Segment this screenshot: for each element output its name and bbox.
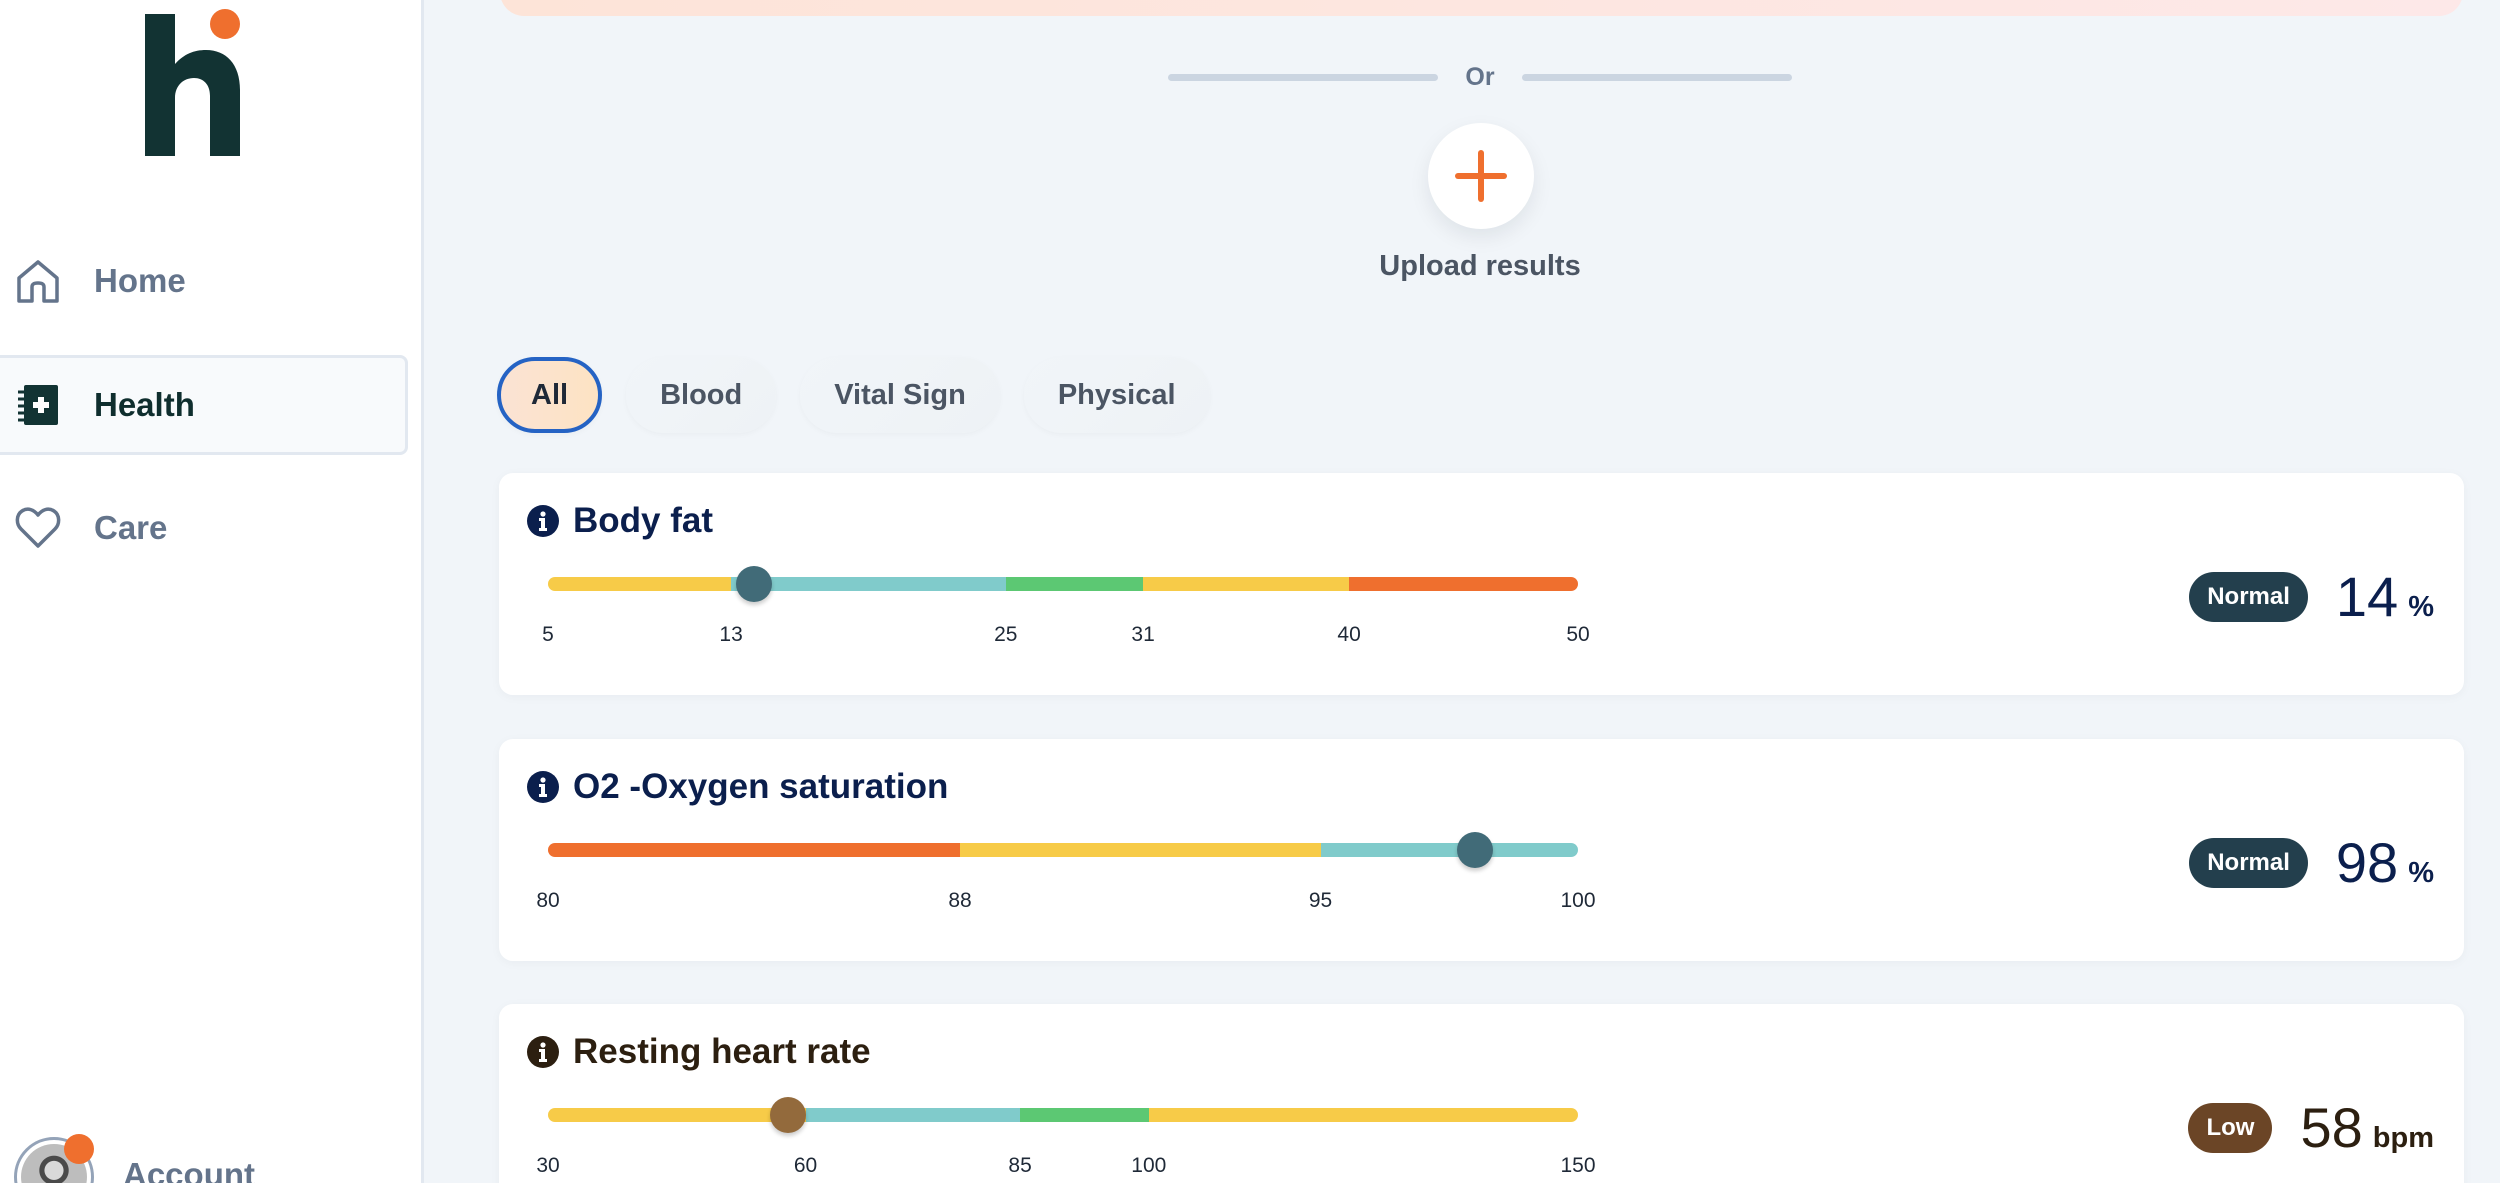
- range-segment: [1349, 577, 1578, 591]
- sidebar-item-health[interactable]: Health: [0, 355, 408, 455]
- metric-status: Low 58 bpm: [2188, 1100, 2434, 1156]
- range-ticks: 5 13 25 31 40 50: [542, 623, 1590, 647]
- range-segment: [1148, 1108, 1578, 1122]
- top-banner: [500, 0, 2463, 16]
- range-segment: [1143, 577, 1350, 591]
- metric-title-text: Body fat: [573, 501, 713, 540]
- metric-title-text: O2 -Oxygen saturation: [573, 767, 949, 806]
- tick-label: 60: [793, 1154, 818, 1177]
- metric-title: O2 -Oxygen saturation: [527, 767, 948, 807]
- upload-results-label: Upload results: [1379, 250, 1581, 282]
- heart-icon: [15, 507, 61, 548]
- tick-label: 50: [1566, 623, 1590, 646]
- metric-unit: bpm: [2372, 1122, 2434, 1154]
- range-track: [548, 843, 1578, 857]
- value-marker: [1457, 832, 1493, 868]
- metric-value: 98: [2335, 831, 2399, 894]
- tick-label: 25: [994, 623, 1018, 646]
- sidebar-item-label: Home: [94, 262, 186, 299]
- range-segment: [548, 843, 960, 857]
- metric-status: Normal 98 %: [2189, 835, 2434, 891]
- status-badge: Normal: [2189, 838, 2308, 888]
- metric-unit: %: [2408, 591, 2434, 623]
- account-link[interactable]: Account: [10, 1132, 410, 1183]
- metric-status: Normal 14 %: [2189, 569, 2434, 625]
- sidebar: Home Health Care Account: [0, 0, 424, 1183]
- info-icon[interactable]: [527, 1036, 559, 1068]
- tick-label: 150: [1560, 1154, 1596, 1177]
- plus-icon: [1455, 150, 1507, 202]
- filter-vital-sign[interactable]: Vital Sign: [800, 357, 1000, 433]
- range-segment: [1320, 843, 1578, 857]
- metric-title-text: Resting heart rate: [573, 1032, 871, 1071]
- health-record-icon: [18, 385, 58, 425]
- range-segment: [548, 577, 732, 591]
- range-segment: [805, 1108, 1021, 1122]
- filter-all[interactable]: All: [497, 357, 603, 433]
- logo-icon[interactable]: [140, 6, 250, 158]
- sidebar-item-care[interactable]: Care: [0, 478, 408, 578]
- tick-label: 31: [1131, 623, 1155, 646]
- range-segment: [1005, 577, 1144, 591]
- tick-label: 88: [948, 889, 972, 912]
- tick-label: 80: [536, 889, 560, 912]
- range-slider: [548, 823, 1578, 873]
- range-segment: [1020, 1108, 1149, 1122]
- metric-card-oxygen-saturation[interactable]: O2 -Oxygen saturation 80 88 95 100 Normal 9…: [499, 739, 2464, 961]
- sidebar-item-home[interactable]: Home: [0, 231, 408, 331]
- home-icon: [17, 260, 59, 303]
- divider-line: [1522, 73, 1792, 81]
- tick-label: 100: [1560, 889, 1596, 912]
- notification-dot-icon: [64, 1134, 94, 1164]
- tick-label: 30: [536, 1154, 560, 1177]
- tick-label: 100: [1131, 1154, 1167, 1177]
- tick-label: 13: [719, 623, 743, 646]
- tick-label: 85: [1008, 1154, 1032, 1177]
- metric-card-body-fat[interactable]: Body fat 5 13 25 31 40 50 Normal 14 %: [499, 473, 2464, 695]
- sidebar-item-label: Health: [94, 386, 195, 423]
- range-track: [548, 577, 1578, 591]
- metric-value: 58: [2300, 1096, 2363, 1159]
- metric-value: 14: [2335, 565, 2399, 628]
- divider-line: [1168, 73, 1438, 81]
- metric-title: Resting heart rate: [527, 1032, 871, 1072]
- status-badge: Low: [2188, 1103, 2273, 1153]
- range-slider: [548, 1088, 1578, 1138]
- tick-label: 40: [1337, 623, 1361, 646]
- sidebar-item-label: Care: [94, 509, 168, 546]
- value-marker: [736, 566, 772, 602]
- or-divider: Or: [1168, 62, 1792, 91]
- metric-unit: %: [2408, 857, 2434, 889]
- metric-title: Body fat: [527, 501, 713, 541]
- filter-tabs: All Blood Vital Sign Physical: [497, 357, 1210, 433]
- filter-physical[interactable]: Physical: [1023, 357, 1210, 433]
- tick-label: 5: [542, 623, 554, 646]
- metric-card-resting-heart-rate[interactable]: Resting heart rate 30 60 85 100 150 Low 58 b…: [499, 1004, 2464, 1183]
- value-marker: [770, 1097, 807, 1133]
- range-segment: [960, 843, 1321, 857]
- filter-blood[interactable]: Blood: [626, 357, 777, 433]
- status-badge: Normal: [2189, 572, 2308, 622]
- or-text: Or: [1465, 62, 1495, 91]
- upload-results-button[interactable]: [1428, 123, 1534, 229]
- range-ticks: 30 60 85 100 150: [536, 1154, 1595, 1178]
- account-label: Account: [123, 1156, 255, 1183]
- range-track: [548, 1108, 1578, 1122]
- range-segment: [731, 577, 1006, 591]
- range-ticks: 80 88 95 100: [536, 889, 1595, 913]
- tick-label: 95: [1308, 889, 1333, 912]
- info-icon[interactable]: [527, 505, 559, 537]
- info-icon[interactable]: [527, 771, 559, 803]
- range-slider: [548, 557, 1578, 607]
- range-segment: [548, 1108, 806, 1122]
